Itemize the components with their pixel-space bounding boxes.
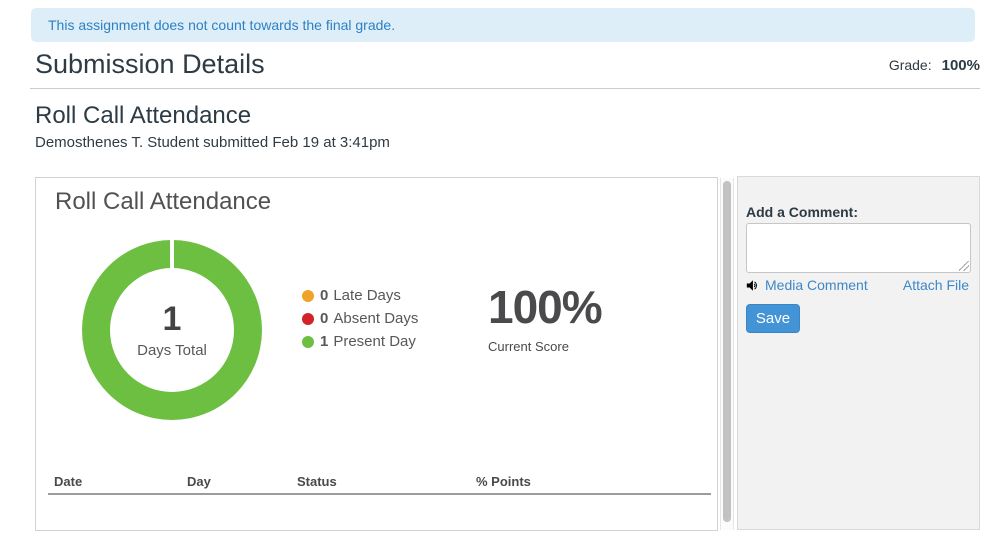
- attendance-table-header: Date Day Status % Points: [48, 474, 711, 493]
- column-header-points: % Points: [476, 474, 531, 489]
- legend-item-late: 0 Late Days: [302, 284, 418, 307]
- current-score-value: 100%: [488, 281, 603, 333]
- late-days-label: Late Days: [333, 287, 401, 304]
- column-header-day: Day: [187, 474, 211, 489]
- late-days-dot-icon: [302, 289, 314, 302]
- donut-total-value: 1: [162, 300, 182, 339]
- attach-file-link[interactable]: Attach File: [902, 277, 969, 293]
- panel-scrollbar-thumb[interactable]: [723, 181, 731, 522]
- current-score-label: Current Score: [488, 339, 569, 354]
- column-header-date: Date: [54, 474, 83, 489]
- assignment-title: Roll Call Attendance: [35, 102, 252, 129]
- present-day-label: Present Day: [333, 333, 416, 350]
- donut-center: 1 Days Total: [110, 268, 234, 392]
- present-day-dot-icon: [302, 335, 314, 348]
- grade-box: Grade: 100%: [889, 57, 980, 74]
- info-banner-text: This assignment does not count towards t…: [48, 17, 396, 33]
- header-divider: [30, 88, 980, 89]
- add-comment-label: Add a Comment:: [746, 204, 858, 220]
- absent-days-label: Absent Days: [333, 310, 419, 327]
- donut-slice-gap: [170, 240, 174, 269]
- legend-item-absent: 0 Absent Days: [302, 307, 418, 330]
- info-banner: This assignment does not count towards t…: [31, 8, 975, 42]
- late-days-count: 0: [320, 287, 329, 304]
- comment-input[interactable]: [746, 223, 971, 273]
- absent-days-dot-icon: [302, 312, 314, 325]
- grade-label: Grade:: [888, 57, 932, 73]
- page-title: Submission Details: [35, 49, 265, 79]
- attendance-panel: Roll Call Attendance 1 Days Total 0 Late…: [35, 177, 718, 531]
- submission-info: Demosthenes T. Student submitted Feb 19 …: [35, 134, 390, 151]
- comment-links-row: Media Comment Attach File: [746, 277, 969, 293]
- legend-item-present: 1 Present Day: [302, 330, 418, 353]
- speaker-icon: [746, 279, 759, 292]
- table-header-rule: [48, 493, 711, 495]
- attendance-legend: 0 Late Days 0 Absent Days 1 Present Day: [302, 284, 418, 353]
- comment-sidebar: Add a Comment: Media Comment Attach File…: [737, 176, 980, 530]
- attendance-donut-chart: 1 Days Total: [82, 240, 262, 420]
- panel-scrollbar-track[interactable]: [720, 178, 734, 530]
- present-day-count: 1: [320, 333, 329, 350]
- absent-days-count: 0: [320, 310, 329, 327]
- save-button[interactable]: Save: [746, 304, 800, 333]
- current-score-block: 100% Current Score: [488, 281, 603, 354]
- comment-textarea-wrap: [746, 223, 971, 273]
- attendance-table: Date Day Status % Points: [48, 474, 711, 495]
- attendance-panel-title: Roll Call Attendance: [55, 188, 272, 215]
- column-header-status: Status: [297, 474, 337, 489]
- donut-total-label: Days Total: [137, 341, 207, 359]
- media-comment-link[interactable]: Media Comment: [765, 277, 868, 293]
- grade-value: 100%: [941, 57, 980, 74]
